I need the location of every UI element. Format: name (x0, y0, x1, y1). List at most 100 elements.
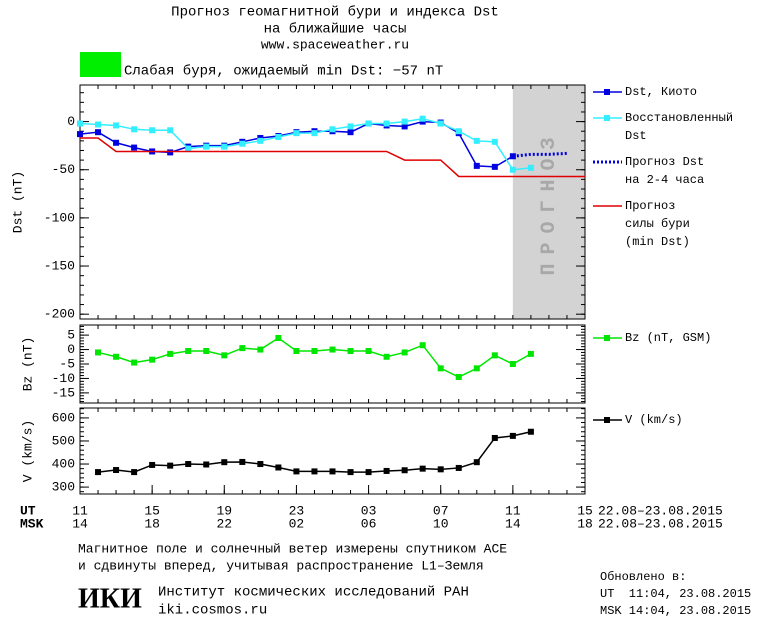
x-tick-label: 15 (577, 503, 593, 518)
point (185, 145, 192, 152)
note: и сдвинуты вперед, учитывая распростране… (78, 558, 484, 573)
x-tick-label-msk: 18 (577, 516, 593, 531)
point (221, 352, 228, 359)
legend-label: Bz (nT, GSM) (625, 331, 712, 345)
panel-frame (79, 84, 586, 320)
point (239, 140, 246, 147)
point (239, 345, 246, 352)
y-tick-label: 0 (67, 114, 75, 129)
point (293, 348, 300, 354)
legend-marker (604, 89, 610, 95)
point (527, 350, 534, 357)
point (203, 143, 210, 150)
x-tick-label-msk: 10 (433, 516, 449, 531)
point (257, 346, 264, 353)
point (383, 353, 390, 360)
point (401, 123, 408, 130)
x-tick-label-msk: 14 (505, 516, 521, 531)
series-line (79, 117, 531, 171)
x-tick-label-msk: 06 (361, 516, 377, 531)
series-line (97, 337, 532, 378)
point (95, 121, 102, 128)
point (473, 459, 480, 466)
forecast-label: ПРОГНОЗ (538, 128, 561, 275)
legend-label: Прогноз Dst на 2-4 часа (625, 155, 705, 187)
y-tick-label: -200 (44, 307, 75, 322)
point (149, 356, 156, 363)
point (257, 461, 264, 468)
point (419, 115, 426, 122)
point (437, 466, 444, 473)
legend-marker (604, 115, 610, 121)
site: iki.cosmos.ru (158, 603, 267, 619)
point (455, 464, 462, 471)
point (203, 461, 210, 468)
point (113, 353, 120, 360)
y-tick-label: -15 (52, 385, 75, 400)
point (509, 166, 516, 173)
point (509, 361, 516, 367)
point (311, 130, 318, 137)
point (113, 467, 120, 474)
status-text: Слабая буря, ожидаемый min Dst: −57 nT (124, 63, 443, 80)
logo: ИКИ (78, 583, 142, 614)
y-tick-label: 400 (52, 456, 75, 471)
x-axis-label: UT (20, 503, 36, 518)
point (383, 467, 390, 474)
point (275, 335, 282, 341)
point (167, 462, 174, 469)
point (401, 349, 408, 356)
legend-label: V (km/s) (625, 413, 683, 427)
x-tick-label: 07 (433, 503, 449, 518)
point (365, 469, 372, 476)
point (437, 120, 444, 127)
point (95, 129, 102, 136)
x-tick-label-msk: 14 (72, 516, 88, 531)
point (491, 163, 498, 170)
y-tick-label: -50 (52, 162, 75, 177)
point (491, 138, 498, 145)
point (311, 468, 318, 475)
y-axis-label: Bz (nT) (20, 337, 35, 392)
legend-label: Прогноз силы бури (min Dst) (625, 199, 690, 249)
date-range: 22.08–23.08.2015 (598, 503, 723, 518)
point (113, 122, 120, 129)
point (509, 432, 516, 439)
legend-label: Dst, Киото (625, 85, 698, 99)
point (257, 137, 264, 144)
x-tick-label: 19 (216, 503, 232, 518)
legend-marker (604, 417, 610, 423)
series-line (512, 151, 568, 158)
point (329, 346, 336, 353)
y-tick-label: -10 (52, 371, 75, 386)
series-line (80, 137, 585, 178)
note: Магнитное поле и солнечный ветер измерен… (78, 541, 507, 556)
y-tick-label: 0 (67, 342, 75, 357)
url: www.spaceweather.ru (261, 37, 409, 52)
y-tick-label: -150 (44, 258, 75, 273)
point (131, 359, 138, 366)
x-tick-label-msk: 18 (144, 516, 160, 531)
x-tick-label: 11 (72, 503, 88, 518)
point (293, 130, 300, 137)
point (401, 118, 408, 125)
point (347, 129, 354, 136)
point (491, 434, 498, 441)
y-tick-label: -100 (44, 210, 75, 225)
series-line (79, 120, 514, 168)
point (491, 352, 498, 359)
point (329, 468, 336, 475)
point (185, 348, 192, 354)
point (131, 469, 138, 476)
point (149, 127, 156, 134)
updated-msk: MSK 14:04, 23.08.2015 (600, 604, 751, 618)
y-tick-label: 5 (67, 328, 75, 343)
y-tick-label: -5 (59, 356, 75, 371)
x-axis-label: MSK (20, 516, 44, 531)
point (311, 348, 318, 354)
y-tick-label: 300 (52, 480, 75, 495)
point (473, 137, 480, 144)
x-tick-label: 15 (144, 503, 160, 518)
